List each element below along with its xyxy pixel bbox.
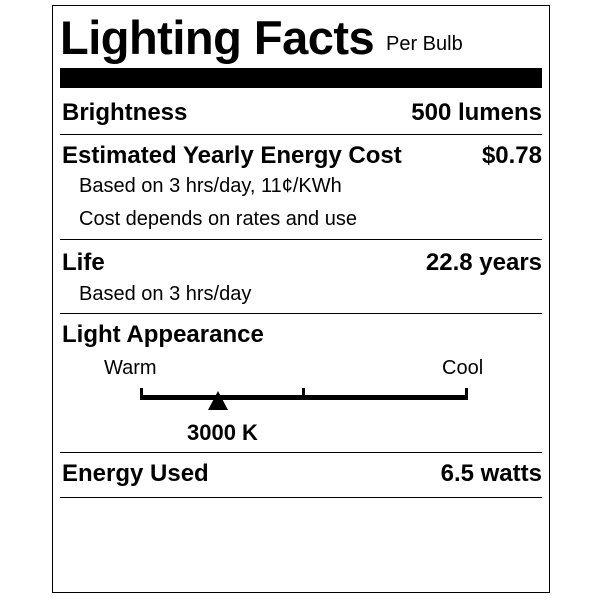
scale-tick bbox=[140, 388, 143, 400]
energy-used-label: Energy Used bbox=[62, 460, 209, 487]
label-frame bbox=[52, 5, 550, 593]
triangle-up-icon bbox=[208, 391, 228, 410]
page-title: Lighting Facts bbox=[60, 11, 375, 64]
scale-tick bbox=[465, 388, 468, 400]
divider bbox=[60, 313, 542, 314]
scale-tick bbox=[302, 388, 305, 400]
life-label: Life bbox=[62, 249, 105, 276]
life-note: Based on 3 hrs/day bbox=[79, 283, 252, 305]
cool-label: Cool bbox=[442, 357, 484, 379]
energy-cost-label: Estimated Yearly Energy Cost bbox=[62, 142, 402, 169]
brightness-value: 500 lumens bbox=[411, 99, 542, 126]
life-value: 22.8 years bbox=[425, 249, 542, 276]
brightness-label: Brightness bbox=[62, 99, 188, 126]
title-bar-divider bbox=[60, 68, 542, 88]
energy-cost-note: Based on 3 hrs/day, 11¢/KWh bbox=[79, 175, 342, 197]
color-temperature-value: 3000 K bbox=[187, 420, 258, 445]
color-temperature-scale bbox=[140, 388, 468, 400]
divider bbox=[60, 497, 542, 498]
divider bbox=[60, 452, 542, 453]
per-bulb-subtitle: Per Bulb bbox=[386, 33, 463, 55]
energy-cost-note: Cost depends on rates and use bbox=[79, 208, 357, 230]
energy-cost-value: $0.78 bbox=[481, 142, 542, 169]
divider bbox=[60, 134, 542, 135]
warm-label: Warm bbox=[104, 357, 157, 379]
energy-used-value: 6.5 watts bbox=[440, 460, 542, 487]
light-appearance-label: Light Appearance bbox=[62, 321, 264, 348]
divider bbox=[60, 239, 542, 240]
